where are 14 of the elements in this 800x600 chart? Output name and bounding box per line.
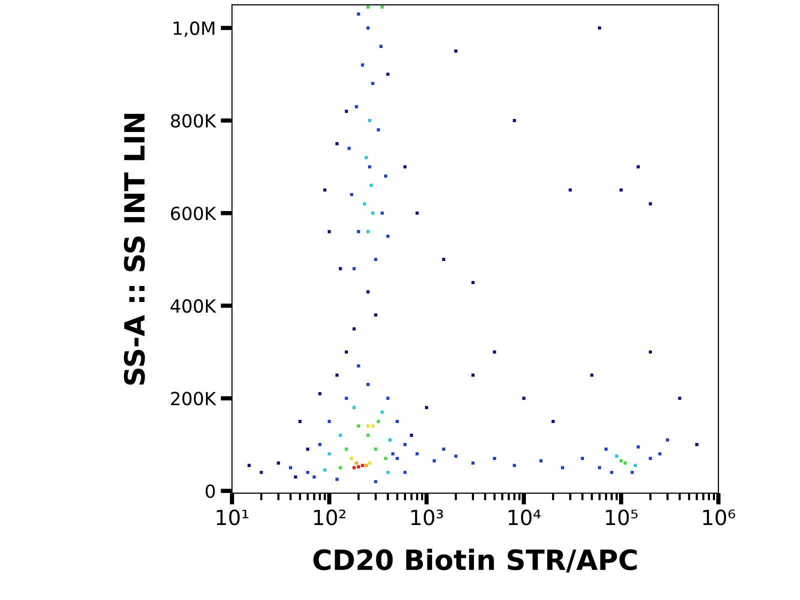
x-tick-label: 10³ [411, 510, 443, 526]
y-tick-label: 600K [170, 206, 216, 220]
y-axis-title: SS-A :: SS INT LIN [124, 114, 145, 385]
x-tick-label: 10² [314, 510, 346, 526]
x-tick-label: 10⁵ [606, 510, 638, 526]
y-tick-label: 400K [170, 299, 216, 313]
y-tick-label: 800K [170, 114, 216, 128]
x-axis-title: CD20 Biotin STR/APC [313, 548, 637, 572]
x-tick-label: 10⁴ [508, 510, 541, 526]
x-tick-label: 10¹ [216, 510, 248, 526]
x-tick-label: 10⁶ [703, 510, 736, 526]
y-tick-label: 0 [206, 484, 215, 498]
y-tick-label: 1,0M [174, 21, 214, 37]
y-tick-label: 200K [171, 392, 216, 406]
